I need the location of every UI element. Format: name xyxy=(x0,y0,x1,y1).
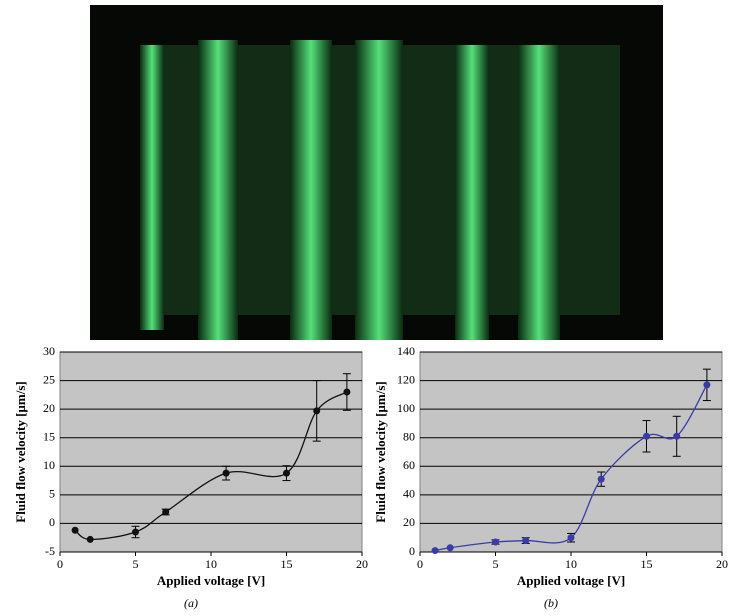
x-tick-label: 10 xyxy=(205,557,217,571)
y-axis-title: Fluid flow velocity [µm/s] xyxy=(373,381,388,522)
y-tick-label: 40 xyxy=(403,487,415,501)
data-point xyxy=(162,508,170,516)
data-point xyxy=(343,388,351,396)
x-axis-title: Applied voltage [V] xyxy=(517,573,625,588)
data-point xyxy=(643,432,650,440)
y-tick-label: 100 xyxy=(397,401,415,415)
y-tick-label: 15 xyxy=(43,429,55,443)
y-axis-title: Fluid flow velocity [µm/s] xyxy=(13,381,28,522)
y-tick-label: 20 xyxy=(403,515,415,529)
x-tick-label: 10 xyxy=(565,557,577,571)
x-tick-label: 0 xyxy=(417,557,423,571)
x-tick-label: 15 xyxy=(281,557,293,571)
caption: (a) xyxy=(184,596,198,610)
data-point xyxy=(492,538,499,546)
y-tick-label: 0 xyxy=(409,544,415,558)
y-tick-label: -5 xyxy=(45,544,55,558)
x-tick-label: 0 xyxy=(57,557,63,571)
data-point xyxy=(313,407,321,415)
y-tick-label: 60 xyxy=(403,458,415,472)
data-point xyxy=(597,475,605,483)
data-point xyxy=(86,535,94,543)
y-tick-label: 30 xyxy=(43,344,55,358)
data-point xyxy=(431,547,439,555)
data-point xyxy=(446,544,454,552)
y-tick-label: 0 xyxy=(49,515,55,529)
x-tick-label: 20 xyxy=(716,557,728,571)
plot-area xyxy=(419,351,723,553)
data-point xyxy=(673,432,681,440)
y-tick-label: 5 xyxy=(49,487,55,501)
data-point xyxy=(567,534,575,542)
plot-area xyxy=(59,351,363,553)
x-tick-label: 15 xyxy=(641,557,653,571)
micrograph xyxy=(90,5,663,340)
data-line xyxy=(74,391,348,541)
y-tick-label: 120 xyxy=(397,372,415,386)
x-tick-label: 5 xyxy=(133,557,139,571)
y-tick-label: 20 xyxy=(43,401,55,415)
caption: (b) xyxy=(544,596,558,610)
y-tick-label: 25 xyxy=(43,372,55,386)
data-point xyxy=(71,526,79,534)
data-point xyxy=(522,537,530,545)
y-tick-label: 80 xyxy=(403,429,415,443)
data-point xyxy=(703,381,711,389)
data-point xyxy=(222,469,230,477)
y-tick-label: 140 xyxy=(397,344,415,358)
x-axis-title: Applied voltage [V] xyxy=(157,573,265,588)
y-tick-label: 10 xyxy=(43,458,55,472)
x-tick-label: 5 xyxy=(493,557,499,571)
data-point xyxy=(283,469,290,477)
data-point xyxy=(132,528,139,536)
x-tick-label: 20 xyxy=(356,557,368,571)
